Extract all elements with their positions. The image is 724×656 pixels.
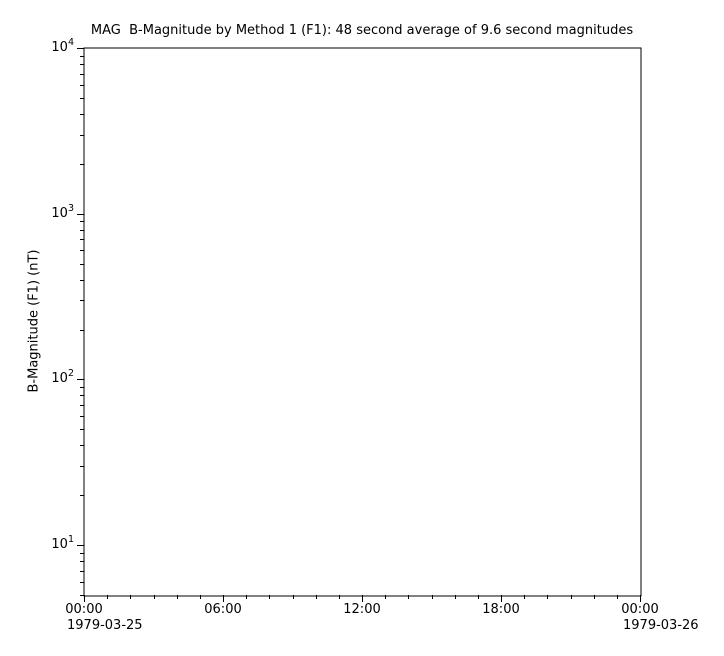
x-tick-label: 18:00 xyxy=(482,602,520,617)
x-tick-label: 00:00 xyxy=(621,602,659,617)
y-tick-label: 102 xyxy=(51,367,74,386)
x-tick-label: 00:00 xyxy=(65,602,103,617)
y-tick-label: 104 xyxy=(51,36,74,55)
plot-frame xyxy=(83,47,642,597)
x-tick-label: 06:00 xyxy=(204,602,242,617)
x-axis-end-date: 1979-03-26 xyxy=(623,618,699,633)
x-tick-label: 12:00 xyxy=(343,602,381,617)
x-axis-start-date: 1979-03-25 xyxy=(67,618,143,633)
chart-title: MAG B-Magnitude by Method 1 (F1): 48 sec… xyxy=(90,23,634,38)
y-tick-label: 101 xyxy=(51,533,74,552)
y-tick-label: 103 xyxy=(51,202,74,221)
